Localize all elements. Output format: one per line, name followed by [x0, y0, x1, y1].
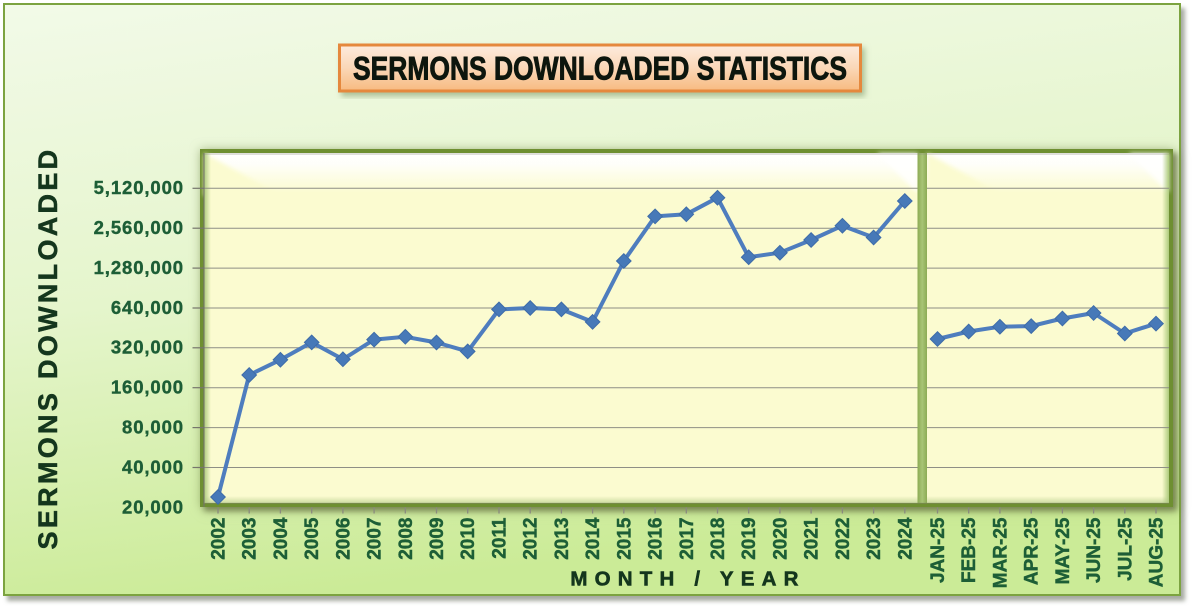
svg-text:2008: 2008 — [396, 518, 417, 560]
svg-text:80,000: 80,000 — [122, 417, 184, 438]
svg-text:2002: 2002 — [209, 518, 230, 560]
svg-text:JUL-25: JUL-25 — [1115, 517, 1136, 581]
svg-text:2024: 2024 — [895, 517, 916, 560]
svg-text:2021: 2021 — [802, 517, 823, 560]
svg-text:320,000: 320,000 — [111, 337, 184, 358]
svg-text:160,000: 160,000 — [111, 377, 184, 398]
svg-text:2004: 2004 — [271, 517, 292, 560]
svg-text:SERMONS DOWNLOADED: SERMONS DOWNLOADED — [33, 147, 63, 550]
svg-text:2014: 2014 — [583, 517, 604, 560]
svg-text:20,000: 20,000 — [122, 496, 184, 517]
svg-text:2016: 2016 — [646, 518, 667, 560]
svg-text:640,000: 640,000 — [111, 297, 184, 318]
svg-text:MAY-25: MAY-25 — [1053, 517, 1074, 584]
svg-text:2010: 2010 — [458, 518, 479, 560]
svg-text:2,560,000: 2,560,000 — [94, 217, 184, 238]
svg-text:2013: 2013 — [552, 518, 573, 560]
svg-text:AUG-25: AUG-25 — [1147, 517, 1168, 587]
svg-text:APR-25: APR-25 — [1022, 517, 1043, 585]
svg-text:JAN-25: JAN-25 — [928, 517, 949, 583]
svg-text:2007: 2007 — [365, 518, 386, 560]
svg-text:MAR-25: MAR-25 — [990, 517, 1011, 588]
svg-text:2019: 2019 — [739, 518, 760, 560]
svg-text:JUN-25: JUN-25 — [1084, 517, 1105, 583]
svg-text:1,280,000: 1,280,000 — [94, 257, 184, 278]
svg-text:2018: 2018 — [708, 518, 729, 560]
svg-text:2015: 2015 — [614, 517, 635, 560]
svg-text:SERMONS DOWNLOADED STATISTICS: SERMONS DOWNLOADED STATISTICS — [353, 50, 847, 86]
svg-text:2023: 2023 — [864, 518, 885, 560]
svg-text:2006: 2006 — [333, 518, 354, 560]
svg-text:2011: 2011 — [490, 517, 511, 559]
svg-text:2005: 2005 — [302, 517, 323, 560]
svg-text:5,120,000: 5,120,000 — [94, 177, 184, 198]
svg-text:2003: 2003 — [240, 518, 261, 560]
svg-text:FEB-25: FEB-25 — [959, 517, 980, 583]
svg-text:MONTH / YEAR: MONTH / YEAR — [570, 568, 805, 591]
svg-text:2022: 2022 — [833, 518, 854, 560]
svg-text:2017: 2017 — [677, 518, 698, 560]
svg-text:2009: 2009 — [427, 518, 448, 560]
svg-text:40,000: 40,000 — [122, 456, 184, 477]
svg-text:2012: 2012 — [521, 518, 542, 560]
svg-text:2020: 2020 — [770, 518, 791, 560]
